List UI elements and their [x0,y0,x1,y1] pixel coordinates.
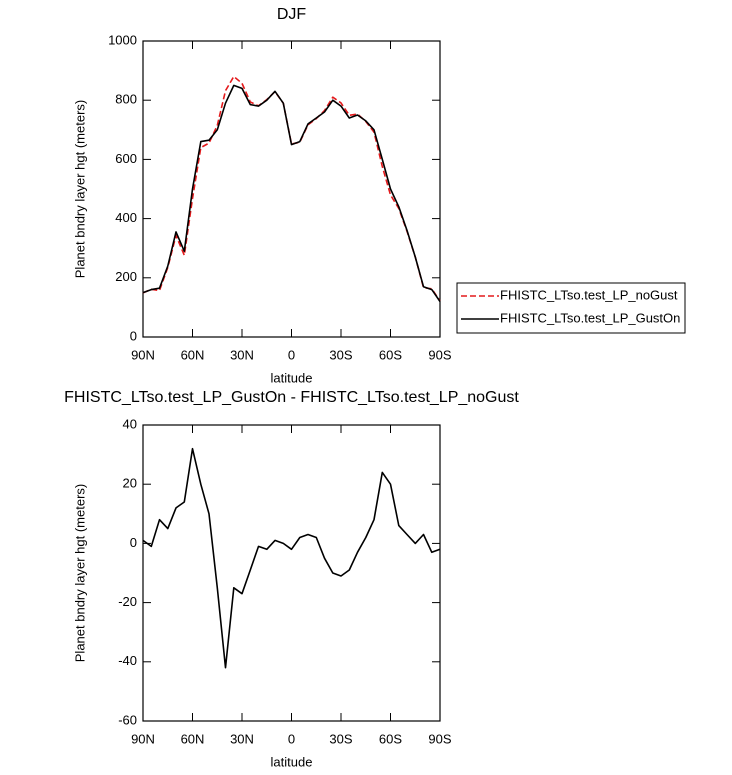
y-tick-label: -20 [118,594,137,609]
data-line [142,447,441,669]
x-tick-label: 60S [379,347,402,362]
x-tick-label: 0 [288,347,295,362]
x-tick-label: 90S [428,731,451,746]
chart-title: FHISTC_LTso.test_LP_GustOn - FHISTC_LTso… [64,389,519,406]
x-tick-label: 30S [329,347,352,362]
y-axis-label: Planet bndry layer hgt (meters) [72,484,87,662]
y-tick-label: 200 [115,269,137,284]
x-axis-label: latitude [271,754,313,769]
y-tick-label: 0 [130,535,137,550]
data-line [142,84,441,302]
legend-label: FHISTC_LTso.test_LP_GustOn [500,310,680,325]
y-tick-label: -60 [118,712,137,727]
plot-frame [142,40,441,338]
x-tick-label: 90N [131,731,155,746]
x-tick-label: 60S [379,731,402,746]
legend-label: FHISTC_LTso.test_LP_noGust [500,287,678,302]
plot-frame [142,424,441,722]
y-tick-label: 400 [115,210,137,225]
x-tick-label: 60N [181,347,205,362]
x-tick-label: 30N [230,731,254,746]
chart-title: DJF [277,6,307,23]
x-tick-label: 90N [131,347,155,362]
data-line [142,75,441,302]
y-tick-label: 600 [115,151,137,166]
y-tick-label: -40 [118,653,137,668]
x-tick-label: 30N [230,347,254,362]
x-tick-label: 60N [181,731,205,746]
y-tick-label: 40 [123,416,137,431]
y-tick-label: 0 [130,328,137,343]
legend-box [456,282,686,334]
y-tick-label: 1000 [108,32,137,47]
y-axis-label: Planet bndry layer hgt (meters) [72,100,87,278]
x-tick-label: 90S [428,347,451,362]
x-tick-label: 30S [329,731,352,746]
x-tick-label: 0 [288,731,295,746]
y-tick-label: 20 [123,476,137,491]
y-tick-label: 800 [115,92,137,107]
x-axis-label: latitude [271,370,313,385]
